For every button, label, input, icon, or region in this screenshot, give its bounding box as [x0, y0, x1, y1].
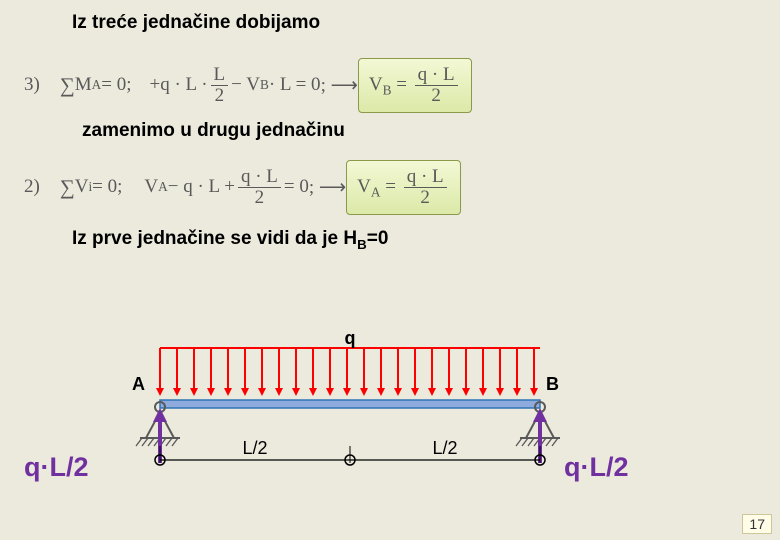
eq3-zero: = 0;	[101, 74, 131, 96]
svg-text:L/2: L/2	[432, 438, 457, 458]
svg-text:L/2: L/2	[242, 438, 267, 458]
sigma-icon-2: ∑	[60, 175, 75, 200]
heading-3-sub: B	[357, 237, 367, 252]
beam-diagram: q A B L/2 L/2	[120, 330, 600, 500]
eq3-body-sub: B	[260, 77, 269, 93]
equation-2: 2) ∑ V i = 0; V A − q · L + q · L 2 = 0 …	[24, 160, 461, 215]
eq3-result-box: VB = q · L2	[358, 58, 472, 113]
heading-3: Iz prve jednačine se vidi da je HB=0	[72, 228, 388, 252]
eq3-res-frac: q · L2	[415, 65, 458, 106]
eq3-frac-num: L	[211, 65, 229, 86]
eq2-res-frac: q · L2	[404, 167, 447, 208]
heading-2: zamenimo u drugu jednačinu	[82, 120, 345, 142]
eq2-body-mid1: − q · L +	[168, 176, 235, 198]
eq3-body-mid: − V	[231, 74, 260, 96]
eq3-frac: L 2	[211, 65, 229, 106]
eq2-res-eq: =	[380, 176, 400, 197]
eq3-symbol: M	[75, 74, 92, 96]
eq3-arrow: ; ⟶	[321, 74, 358, 97]
eq3-frac-den: 2	[212, 86, 228, 106]
eq3-body-post: · L = 0	[269, 74, 321, 96]
eq2-num: 2)	[24, 176, 40, 198]
eq2-res-frac-n: q · L	[404, 167, 447, 188]
eq2-frac: q · L 2	[238, 167, 281, 208]
sigma-icon: ∑	[60, 73, 75, 98]
eq2-res-frac-d: 2	[417, 188, 433, 208]
eq3-res-eq: =	[391, 74, 411, 95]
eq3-res-frac-d: 2	[428, 86, 444, 106]
eq3-res-frac-n: q · L	[415, 65, 458, 86]
eq3-res-lhs: V	[369, 74, 383, 95]
eq3-num: 3)	[24, 74, 40, 96]
eq2-zero: = 0;	[92, 176, 122, 198]
eq2-body-pre: V	[144, 176, 158, 198]
heading-3-post: =0	[367, 228, 389, 249]
reaction-left-label: q·L/2	[24, 452, 89, 483]
svg-text:B: B	[546, 374, 559, 394]
eq2-frac-den: 2	[252, 188, 268, 208]
beam-svg: q A B L/2 L/2	[120, 330, 600, 500]
equation-3: 3) ∑ M A = 0; +q · L · L 2 − V B · L = 0…	[24, 58, 472, 113]
eq3-sub: A	[92, 77, 102, 93]
eq2-body-sub1: A	[158, 179, 168, 195]
svg-text:A: A	[132, 374, 145, 394]
reaction-right-label: q·L/2	[564, 452, 629, 483]
eq2-arrow: ; ⟶	[309, 176, 346, 199]
eq3-body-pre: +q · L ·	[150, 74, 208, 96]
heading-1: Iz treće jednačine dobijamo	[72, 12, 320, 34]
eq2-result-box: VA = q · L2	[346, 160, 461, 215]
eq2-body-post: = 0	[284, 176, 309, 198]
svg-text:q: q	[345, 330, 356, 348]
heading-3-pre: Iz prve jednačine se vidi da je H	[72, 228, 357, 249]
eq2-frac-num: q · L	[238, 167, 281, 188]
page-number: 17	[742, 514, 772, 534]
eq2-res-lhs: V	[357, 176, 371, 197]
eq2-symbol: V	[75, 176, 89, 198]
